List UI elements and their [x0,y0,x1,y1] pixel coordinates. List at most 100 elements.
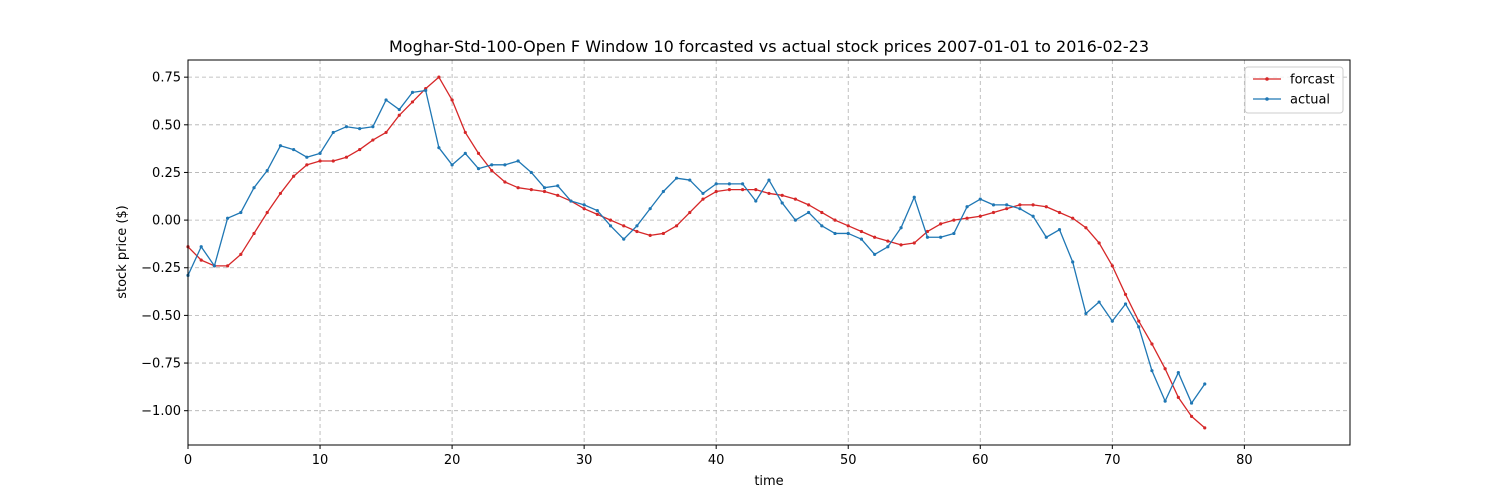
data-point-forcast [1123,292,1128,297]
data-point-forcast [1018,203,1022,207]
data-point-actual [1057,228,1062,232]
data-point-forcast [1203,426,1207,430]
data-point-forcast [833,218,837,222]
data-point-actual [358,127,362,131]
data-point-actual [833,231,837,236]
data-point-forcast [939,222,943,226]
data-point-forcast [252,231,256,236]
data-point-actual [239,210,243,215]
data-point-forcast [410,100,415,104]
data-point-forcast [688,210,692,215]
data-point-forcast [1163,367,1167,371]
data-point-forcast [648,233,652,237]
data-point-actual [516,159,520,163]
data-point-actual [912,195,916,199]
data-point-forcast [754,188,758,192]
data-point-actual [556,184,560,188]
legend-label-actual: actual [1290,93,1330,108]
y-tick-label: −0.50 [141,309,181,324]
data-point-forcast [608,218,613,222]
data-point-actual [529,170,533,175]
series-line-forcast [187,76,1206,429]
data-point-actual [820,224,824,228]
legend: forcast actual [1244,66,1344,114]
data-point-forcast [239,252,243,257]
data-point-actual [384,98,388,102]
data-point-actual [503,163,507,167]
data-point-forcast [529,188,533,192]
data-point-forcast [1189,414,1194,419]
data-point-actual [371,125,375,129]
data-point-actual [1137,325,1141,329]
data-point-forcast [371,138,375,142]
data-point-forcast [542,189,547,194]
data-point-forcast [384,130,388,135]
data-point-actual [661,189,665,194]
series-layer [186,75,1207,430]
data-point-forcast [318,159,322,163]
data-point-actual [886,245,890,249]
data-point-forcast [714,189,718,194]
data-point-forcast [331,159,335,163]
data-point-forcast [1005,207,1009,211]
x-tick-label: 40 [708,453,725,468]
data-point-actual [318,151,322,155]
data-point-forcast [1176,395,1180,399]
data-point-forcast [595,212,599,216]
data-point-forcast [1137,319,1141,323]
data-point-actual [873,252,877,257]
data-point-forcast [978,214,982,218]
data-point-actual [1097,300,1101,304]
data-point-forcast [780,193,784,197]
data-point-actual [1044,235,1048,239]
x-tick-label: 0 [184,453,192,468]
data-point-actual [292,147,296,152]
data-point-forcast [397,113,401,117]
data-point-actual [344,125,349,129]
data-point-actual [608,224,613,228]
data-point-actual [714,182,718,186]
data-point-forcast [344,155,349,159]
data-point-actual [846,231,850,236]
data-point-actual [740,182,745,186]
data-point-forcast [727,188,731,192]
data-point-actual [463,151,467,155]
y-tick-label: 0.75 [152,71,181,86]
data-point-actual [569,199,573,203]
data-point-actual [780,201,784,205]
data-point-forcast [463,130,467,135]
data-point-actual [226,216,230,220]
data-point-forcast [1110,264,1114,268]
data-point-actual [1071,260,1075,264]
data-point-actual [582,203,586,207]
x-axis-label: time [754,474,783,489]
data-point-actual [622,237,626,241]
data-point-actual [688,178,692,182]
data-point-actual [397,107,401,112]
data-point-forcast [503,180,507,184]
series-line-actual [187,89,1206,404]
data-point-actual [793,218,798,222]
data-point-actual [424,88,428,93]
data-point-forcast [1057,210,1062,215]
data-point-forcast [793,197,798,201]
data-point-forcast [450,98,454,102]
data-point-forcast [740,188,745,192]
data-point-actual [476,167,481,171]
data-point-forcast [661,231,665,236]
data-point-forcast [1044,205,1048,209]
data-point-actual [305,155,309,159]
x-tick-label: 60 [972,453,989,468]
data-point-actual [635,224,639,228]
y-tick-label: 0.25 [152,166,181,181]
data-point-forcast [925,229,930,234]
y-tick-label: 0.00 [152,214,181,229]
data-point-forcast [635,229,639,234]
data-point-actual [437,146,441,150]
x-tick-label: 70 [1104,453,1121,468]
data-point-forcast [912,241,916,245]
data-point-actual [939,235,943,239]
data-point-actual [1163,399,1167,403]
legend-label-forcast: forcast [1290,73,1335,88]
data-point-forcast [873,235,877,239]
